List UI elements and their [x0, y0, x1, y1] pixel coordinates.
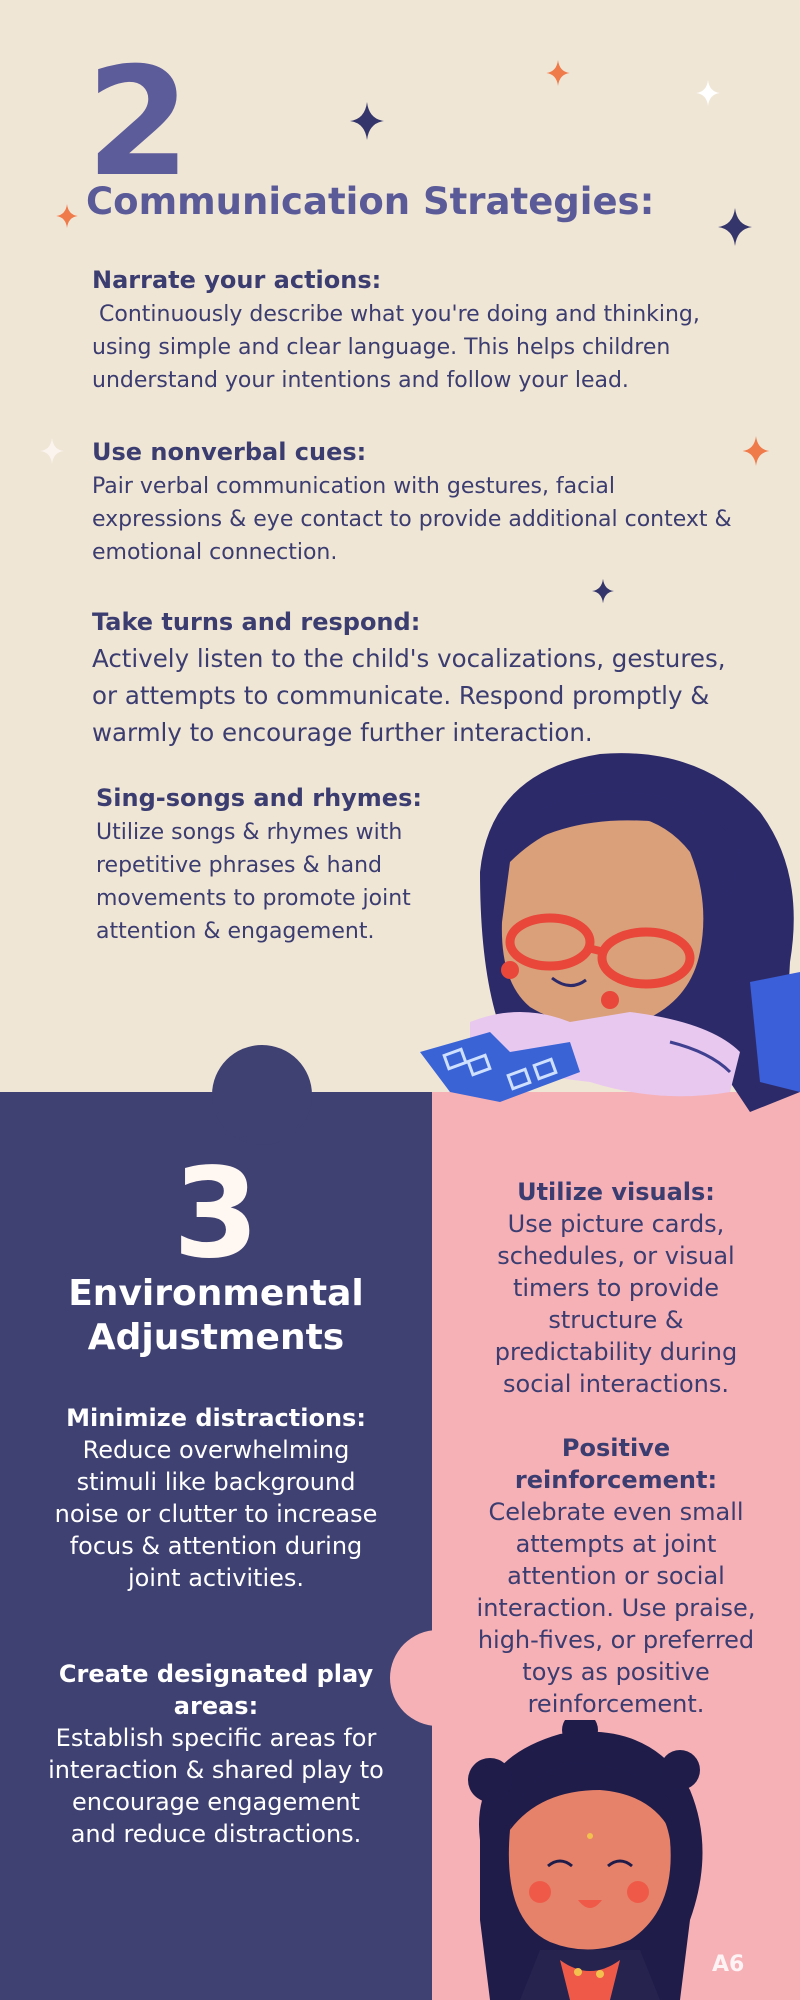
sparkle-star-icon: [592, 578, 614, 604]
child-reading-illustration: [420, 753, 800, 1112]
strategy-block-turns: Take turns and respond: Actively listen …: [92, 608, 742, 751]
puzzle-knob-top: [212, 1045, 312, 1145]
puzzle-knob-left: [390, 1630, 486, 1726]
left-panel-background: [0, 1092, 432, 2000]
adjustment-text: Reduce overwhelming stimuli like backgro…: [54, 1436, 378, 1592]
adjustment-text: Establish specific areas for interaction…: [48, 1724, 384, 1848]
section-number-3: 3: [172, 1142, 260, 1286]
adjustment-block-visuals: Utilize visuals: Use picture cards, sche…: [466, 1176, 766, 1400]
strategy-text: Pair verbal communication with gestures,…: [92, 474, 732, 565]
adjustment-title: Utilize visuals:: [517, 1178, 715, 1206]
adjustment-text: Celebrate even small attempts at joint a…: [476, 1498, 756, 1718]
adjustment-block-reinforcement: Positive reinforcement: Celebrate even s…: [466, 1432, 766, 1720]
strategy-title: Use nonverbal cues:: [92, 438, 367, 466]
section-number-2: 2: [86, 36, 190, 210]
page-label: A6: [712, 1952, 745, 1977]
adjustment-block-distractions: Minimize distractions: Reduce overwhelmi…: [48, 1402, 384, 1594]
strategy-text: Continuously describe what you're doing …: [92, 302, 707, 393]
strategy-title: Sing-songs and rhymes:: [96, 784, 422, 812]
adjustment-title: Minimize distractions:: [66, 1404, 366, 1432]
sparkle-star-icon: [546, 60, 570, 86]
sparkle-star-icon: [742, 436, 770, 466]
sparkle-star-icon: [718, 208, 752, 246]
sparkle-star-icon: [56, 204, 78, 228]
sparkle-star-icon: [350, 102, 384, 140]
section-title-environmental: Environmental Adjustments: [68, 1273, 364, 1358]
adjustment-text: Use picture cards, schedules, or visual …: [494, 1210, 738, 1398]
strategy-text: Utilize songs & rhymes with repetitive p…: [96, 820, 411, 944]
strategy-title: Take turns and respond:: [92, 608, 421, 636]
section-title-communication: Communication Strategies:: [86, 180, 655, 223]
strategy-text: Actively listen to the child's vocalizat…: [92, 644, 726, 747]
strategy-block-narrate: Narrate your actions: Continuously descr…: [92, 266, 732, 397]
sparkle-star-icon: [40, 438, 64, 464]
adjustment-title: Create designated play areas:: [58, 1660, 374, 1720]
strategy-block-nonverbal: Use nonverbal cues: Pair verbal communic…: [92, 438, 732, 569]
adjustment-block-play-areas: Create designated play areas: Establish …: [48, 1658, 384, 1850]
strategy-title: Narrate your actions:: [92, 266, 382, 294]
happy-girl-illustration: [468, 1720, 703, 2000]
adjustment-title: Positive reinforcement:: [514, 1434, 718, 1494]
strategy-block-songs: Sing-songs and rhymes: Utilize songs & r…: [96, 784, 436, 948]
sparkle-star-icon: [696, 80, 720, 106]
